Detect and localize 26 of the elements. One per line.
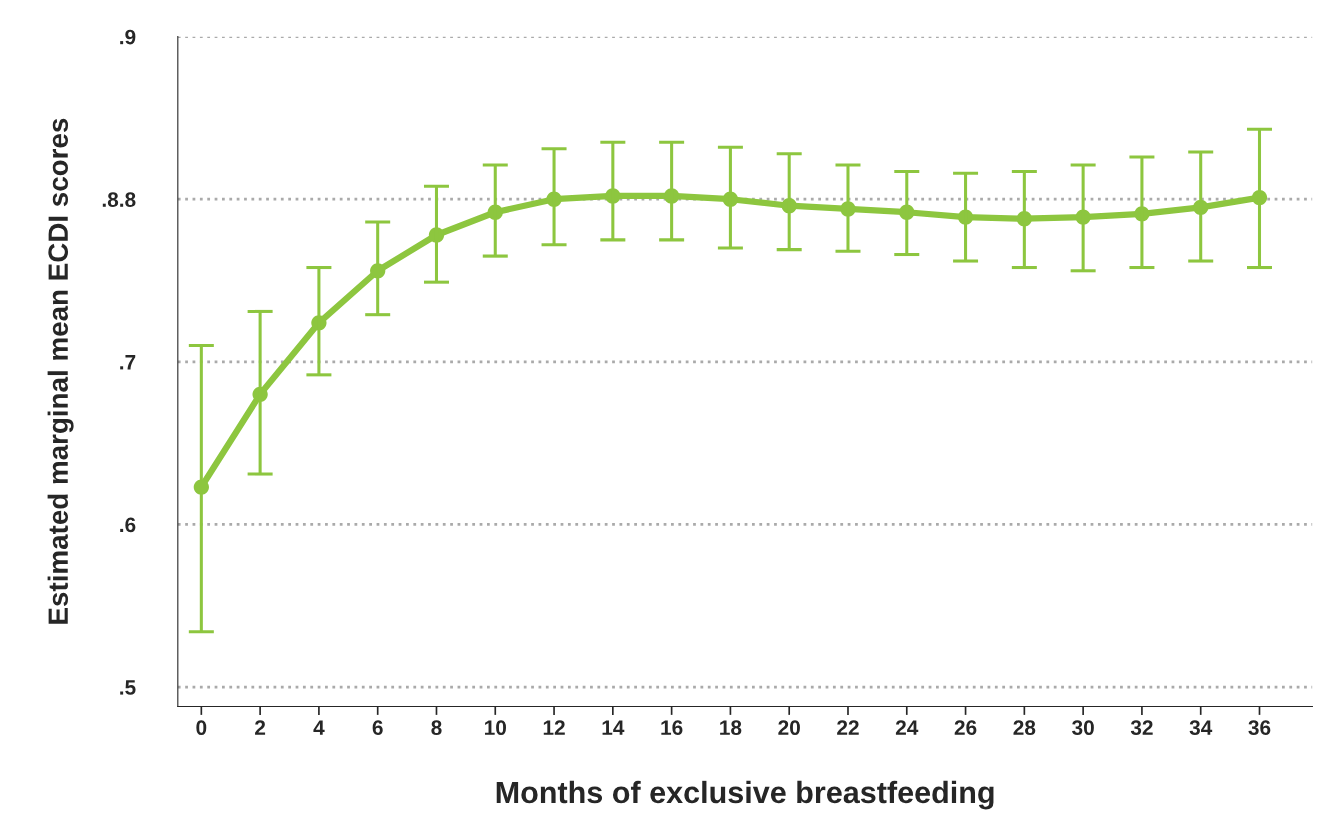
x-tick-label: 36 [1248,720,1271,736]
x-tick-label: 0 [196,720,207,736]
x-tick-label: 10 [484,720,506,736]
y-tick-label: .6 [120,517,136,533]
x-tick-label: 24 [895,720,919,735]
x-tick-label: 30 [1072,720,1094,736]
x-tick-label: 28 [1013,720,1036,736]
y-tick-label: .8.8 [102,192,136,207]
x-tick-label: 20 [778,720,800,736]
x-axis-title: Months of exclusive breastfeeding [496,780,994,810]
x-tick-label: 32 [1130,720,1153,736]
x-tick-label: 18 [720,720,742,736]
x-tick-label: 16 [661,720,683,736]
x-tick-label: 22 [837,720,859,735]
x-tick-label: 4 [313,720,325,735]
x-tick-label: 2 [255,720,266,735]
x-tick-label: 26 [954,720,977,736]
y-axis-title: Estimated marginal mean ECDI scores [47,118,74,624]
y-tick-label: .7 [120,355,136,370]
x-tick-label: 34 [1189,720,1213,736]
y-tick-label: .5 [120,680,136,695]
x-tick-label: 8 [431,720,442,736]
x-tick-label: 12 [543,720,565,735]
x-tick-label: 6 [372,720,383,736]
y-tick-label: .9 [120,29,136,45]
x-tick-label: 14 [602,720,625,735]
